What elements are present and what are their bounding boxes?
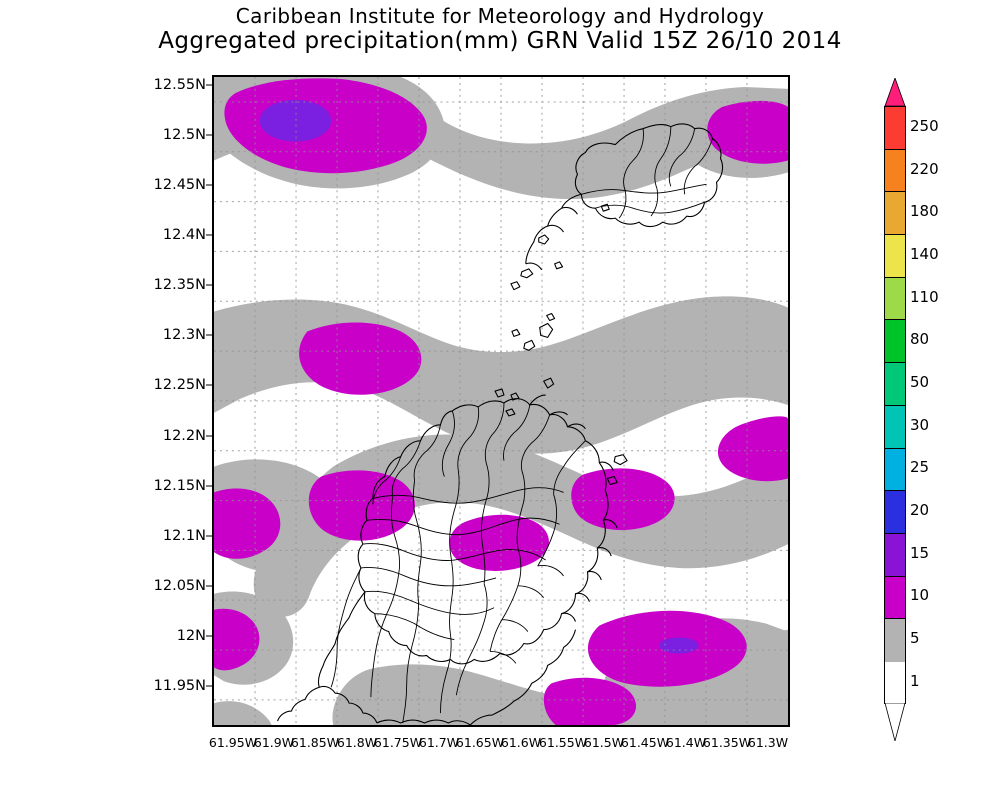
cbar-label-180: 180 bbox=[910, 202, 939, 220]
ytick-12.35N: 12.35N bbox=[153, 277, 206, 293]
band-5-10-magenta bbox=[214, 78, 788, 725]
y-axis-labels: 12.55N 12.5N 12.45N 12.4N 12.35N 12.3N 1… bbox=[110, 0, 206, 800]
institute-title: Caribbean Institute for Meteorology and … bbox=[235, 4, 765, 28]
xtick-61.3W: 61.3W bbox=[747, 735, 789, 750]
ytick-12N: 12N bbox=[176, 628, 206, 644]
cbar-band-25-30 bbox=[885, 405, 905, 449]
cbar-label-30: 30 bbox=[910, 416, 930, 434]
ytick-12.55N: 12.55N bbox=[153, 77, 206, 93]
ytick-12.45N: 12.45N bbox=[153, 177, 206, 193]
xtick-61.6W: 61.6W bbox=[500, 735, 542, 750]
cbar-band-220-250 bbox=[885, 107, 905, 150]
page-title: Aggregated precipitation(mm) GRN Valid 1… bbox=[158, 28, 842, 54]
cbar-label-140: 140 bbox=[910, 245, 939, 263]
band-10-15-purple bbox=[259, 99, 699, 654]
ytick-12.3N: 12.3N bbox=[162, 327, 206, 343]
ytick-12.15N: 12.15N bbox=[153, 478, 206, 494]
cbar-band-15-20 bbox=[885, 491, 905, 534]
ytick-12.5N: 12.5N bbox=[162, 127, 206, 143]
cbar-band-20-25 bbox=[885, 448, 905, 492]
cbar-label-80: 80 bbox=[910, 330, 930, 348]
cbar-band-1-5 bbox=[885, 619, 905, 662]
cbar-band-80-110 bbox=[885, 277, 905, 321]
ytick-12.2N: 12.2N bbox=[162, 428, 206, 444]
xtick-61.95W: 61.95W bbox=[208, 735, 258, 750]
cbar-label-1: 1 bbox=[910, 672, 920, 690]
xtick-61.85W: 61.85W bbox=[290, 735, 340, 750]
cbar-band-110-140 bbox=[885, 235, 905, 278]
ytick-12.1N: 12.1N bbox=[162, 528, 206, 544]
x-axis-labels: 61.95W 61.9W 61.85W 61.8W 61.75W 61.7W 6… bbox=[0, 735, 1000, 755]
figure-title-block: Caribbean Institute for Meteorology and … bbox=[0, 4, 1000, 55]
xtick-61.65W: 61.65W bbox=[455, 735, 505, 750]
cbar-band-30-50 bbox=[885, 363, 905, 406]
ytick-11.95N: 11.95N bbox=[153, 678, 206, 694]
cbar-label-220: 220 bbox=[910, 160, 939, 178]
map-gridlines bbox=[214, 77, 788, 725]
cbar-label-25: 25 bbox=[910, 458, 930, 476]
colorbar-bands[interactable] bbox=[884, 106, 906, 704]
cbar-label-110: 110 bbox=[910, 288, 939, 306]
xtick-61.5W: 61.5W bbox=[583, 735, 625, 750]
cbar-band-50-80 bbox=[885, 320, 905, 364]
colorbar-under-arrow bbox=[884, 703, 906, 741]
ytick-12.4N: 12.4N bbox=[162, 227, 206, 243]
cbar-band-5-10 bbox=[885, 576, 905, 620]
xtick-61.8W: 61.8W bbox=[336, 735, 378, 750]
xtick-61.45W: 61.45W bbox=[620, 735, 670, 750]
cbar-band-10-15 bbox=[885, 533, 905, 577]
cbar-label-10: 10 bbox=[910, 586, 930, 604]
xtick-61.35W: 61.35W bbox=[702, 735, 752, 750]
island-coastlines bbox=[277, 123, 724, 725]
cbar-label-50: 50 bbox=[910, 373, 930, 391]
cbar-label-15: 15 bbox=[910, 544, 930, 562]
xtick-61.55W: 61.55W bbox=[538, 735, 588, 750]
xtick-61.7W: 61.7W bbox=[418, 735, 460, 750]
cbar-band-180-220 bbox=[885, 149, 905, 193]
grenada-outline bbox=[277, 394, 618, 725]
carriacou-outline bbox=[525, 123, 724, 271]
grenada-internal-boundaries bbox=[330, 402, 586, 724]
map-plot-area bbox=[212, 75, 790, 727]
outlying-islets bbox=[494, 203, 628, 486]
colorbar-over-arrow bbox=[884, 78, 906, 107]
cbar-label-250: 250 bbox=[910, 117, 939, 135]
cbar-label-20: 20 bbox=[910, 501, 930, 519]
cbar-band-140-180 bbox=[885, 192, 905, 236]
precipitation-field bbox=[214, 77, 788, 725]
xtick-61.4W: 61.4W bbox=[665, 735, 707, 750]
ytick-12.05N: 12.05N bbox=[153, 578, 206, 594]
cbar-label-5: 5 bbox=[910, 629, 920, 647]
precipitation-colorbar[interactable]: 250 220 180 140 110 80 50 30 25 20 15 10… bbox=[884, 78, 939, 741]
ytick-12.25N: 12.25N bbox=[153, 377, 206, 393]
xtick-61.75W: 61.75W bbox=[373, 735, 423, 750]
xtick-61.9W: 61.9W bbox=[253, 735, 295, 750]
